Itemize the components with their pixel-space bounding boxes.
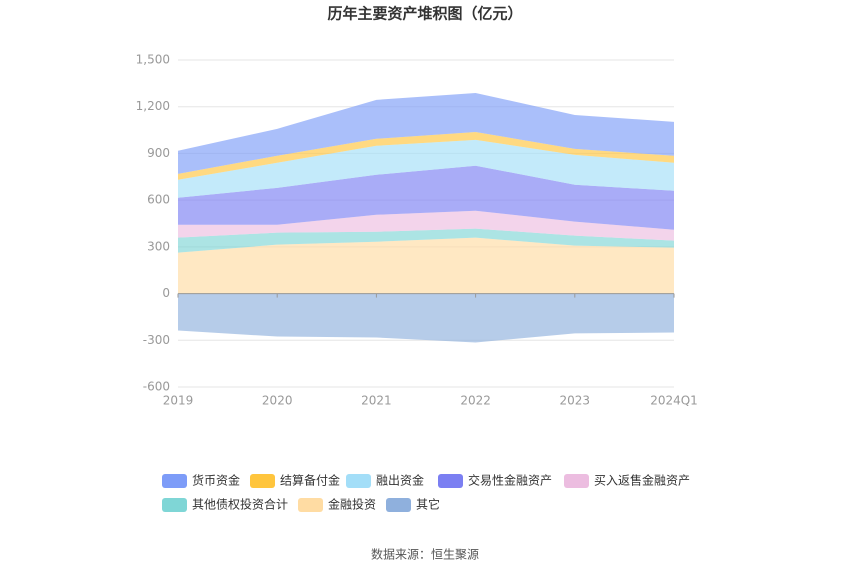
x-tick-label: 2024Q1 xyxy=(650,394,698,408)
legend-item: 金融投资 xyxy=(298,497,376,512)
legend-label: 金融投资 xyxy=(328,497,376,512)
chart-title: 历年主要资产堆积图（亿元） xyxy=(327,5,522,23)
y-tick-label: 1,500 xyxy=(136,53,170,67)
y-tick-label: -600 xyxy=(143,380,170,394)
y-tick-label: 1,200 xyxy=(136,99,170,113)
legend-item: 其他债权投资合计 xyxy=(162,497,288,512)
area xyxy=(178,131,674,180)
x-tick-label: 2022 xyxy=(460,394,491,408)
legend-swatch xyxy=(564,474,589,488)
y-tick-label: -300 xyxy=(143,333,170,347)
x-tick-label: 2019 xyxy=(163,394,194,408)
area xyxy=(178,237,674,294)
y-tick-label: 300 xyxy=(147,239,170,253)
area xyxy=(178,93,674,174)
area xyxy=(178,165,674,230)
legend-label: 融出资金 xyxy=(376,473,424,488)
legend-swatch xyxy=(346,474,371,488)
legend-swatch xyxy=(250,474,275,488)
y-tick-label: 900 xyxy=(147,146,170,160)
legend-item: 融出资金 xyxy=(346,473,424,488)
legend-item: 结算备付金 xyxy=(250,473,340,488)
x-tick-label: 2020 xyxy=(262,394,293,408)
area xyxy=(178,228,674,253)
legend-swatch xyxy=(162,498,187,512)
legend-item: 买入返售金融资产 xyxy=(564,473,690,488)
legend-label: 其他债权投资合计 xyxy=(192,497,288,512)
legend-label: 其它 xyxy=(416,497,440,512)
legend-item: 其它 xyxy=(386,497,440,512)
legend-swatch xyxy=(162,474,187,488)
legend-label: 买入返售金融资产 xyxy=(594,473,690,488)
area xyxy=(178,139,674,198)
legend-swatch xyxy=(386,498,411,512)
legend-swatch xyxy=(438,474,463,488)
x-tick-label: 2021 xyxy=(361,394,392,408)
source-note: 数据来源：恒生聚源 xyxy=(371,547,479,562)
legend-label: 结算备付金 xyxy=(280,473,340,488)
y-tick-label: 0 xyxy=(162,286,170,300)
area xyxy=(178,210,674,241)
legend-item: 交易性金融资产 xyxy=(438,473,552,488)
y-tick-label: 600 xyxy=(147,193,170,207)
legend-item: 货币资金 xyxy=(162,473,240,488)
area xyxy=(178,293,674,343)
legend-swatch xyxy=(298,498,323,512)
legend-label: 交易性金融资产 xyxy=(468,473,552,488)
x-tick-label: 2023 xyxy=(560,394,591,408)
legend-label: 货币资金 xyxy=(192,473,240,488)
